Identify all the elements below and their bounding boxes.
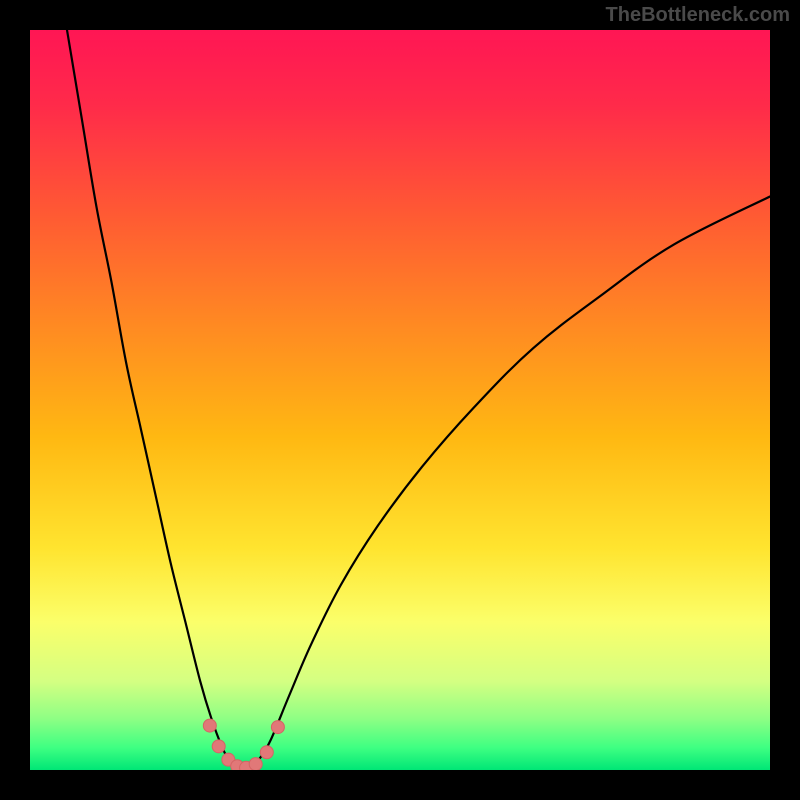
plot-area (30, 30, 770, 770)
data-marker (249, 758, 262, 770)
bottleneck-curve (67, 30, 770, 769)
data-marker (203, 719, 216, 732)
marker-group (203, 719, 284, 770)
data-marker (260, 746, 273, 759)
chart-canvas: TheBottleneck.com (0, 0, 800, 800)
watermark-text: TheBottleneck.com (606, 4, 790, 27)
data-marker (271, 721, 284, 734)
curve-layer (30, 30, 770, 770)
data-marker (212, 740, 225, 753)
